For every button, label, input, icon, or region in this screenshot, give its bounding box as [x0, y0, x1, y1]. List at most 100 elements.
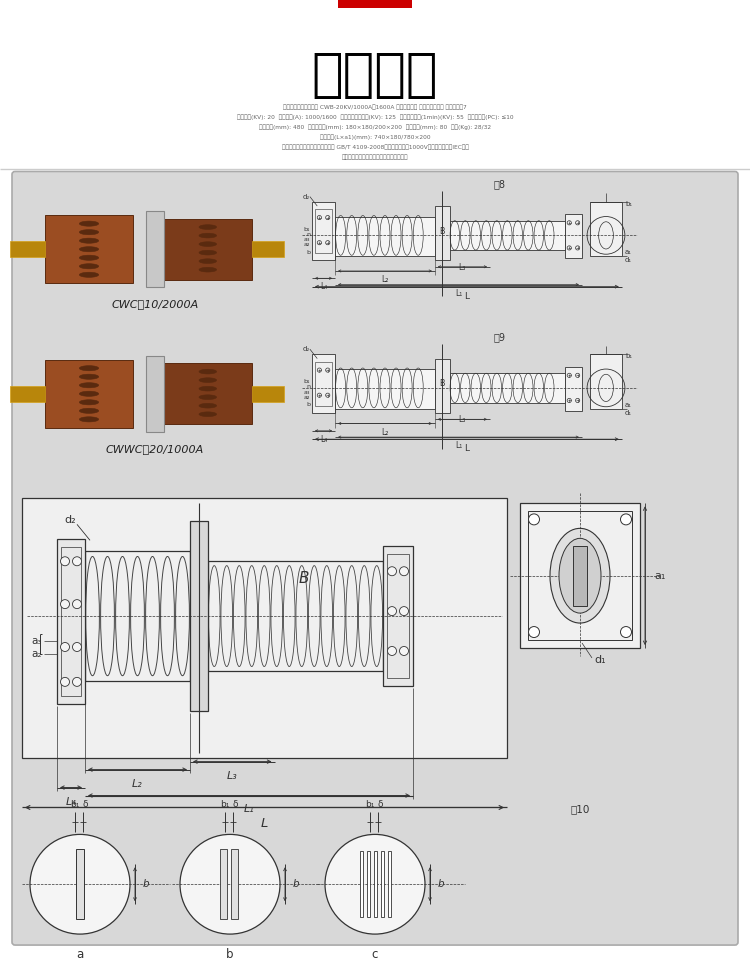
Ellipse shape	[80, 374, 99, 379]
Text: c: c	[372, 948, 378, 961]
Text: d₂: d₂	[303, 346, 310, 352]
Bar	[312, 355, 335, 413]
Bar	[380, 851, 383, 917]
Text: L: L	[261, 817, 268, 830]
FancyBboxPatch shape	[12, 172, 738, 945]
Bar	[387, 554, 409, 678]
Ellipse shape	[80, 272, 99, 278]
Text: CWWC－20/1000A: CWWC－20/1000A	[106, 443, 204, 454]
Text: 其他参数: 其他参数	[312, 49, 438, 101]
Bar	[449, 221, 565, 250]
Ellipse shape	[80, 264, 99, 269]
Text: CWC－10/2000A: CWC－10/2000A	[111, 299, 199, 309]
Text: 及电力行业标准，具体参数参见产品说明书: 及电力行业标准，具体参数参见产品说明书	[342, 154, 408, 160]
Text: L₃: L₃	[226, 770, 238, 781]
Text: 图10: 图10	[570, 805, 590, 815]
Bar	[57, 539, 85, 704]
Bar	[146, 356, 164, 432]
Text: a₃: a₃	[32, 636, 42, 646]
Text: a₁: a₁	[654, 571, 665, 580]
Bar	[374, 851, 376, 917]
Bar	[22, 498, 507, 758]
Circle shape	[400, 567, 409, 576]
Bar	[164, 219, 252, 280]
Text: B: B	[440, 379, 445, 388]
Text: L₂: L₂	[381, 275, 388, 284]
Circle shape	[529, 627, 539, 637]
Text: a₃: a₃	[304, 389, 310, 394]
Ellipse shape	[80, 229, 99, 235]
Text: a₁: a₁	[625, 402, 632, 408]
Circle shape	[529, 514, 539, 524]
Text: B: B	[440, 227, 445, 235]
Bar	[520, 503, 640, 648]
Circle shape	[61, 600, 70, 608]
Circle shape	[388, 606, 397, 616]
Bar	[190, 522, 208, 710]
Text: b: b	[438, 879, 445, 889]
Text: L₁: L₁	[244, 805, 254, 815]
Bar	[146, 211, 164, 287]
Bar	[367, 851, 370, 917]
Text: b₁: b₁	[304, 227, 310, 231]
Bar	[449, 373, 565, 403]
Circle shape	[325, 835, 425, 934]
Ellipse shape	[199, 267, 217, 272]
Circle shape	[180, 835, 280, 934]
Text: a₂: a₂	[304, 395, 310, 400]
Bar	[61, 548, 81, 696]
Text: n: n	[306, 231, 310, 237]
Bar	[220, 849, 227, 919]
Circle shape	[61, 678, 70, 686]
Circle shape	[620, 627, 632, 637]
Bar	[565, 367, 582, 411]
Bar	[45, 360, 133, 428]
Ellipse shape	[199, 378, 217, 383]
Text: b: b	[306, 250, 310, 254]
Bar	[335, 217, 435, 256]
Circle shape	[30, 835, 130, 934]
Bar	[388, 851, 391, 917]
Ellipse shape	[199, 258, 217, 263]
Text: L: L	[464, 444, 470, 453]
Ellipse shape	[550, 528, 610, 623]
Text: b₁: b₁	[70, 800, 80, 810]
Text: L₄: L₄	[66, 796, 76, 807]
Text: L₄: L₄	[320, 435, 327, 444]
Bar	[252, 241, 284, 257]
Bar	[338, 0, 412, 8]
Circle shape	[73, 678, 82, 686]
Ellipse shape	[80, 383, 99, 388]
Bar	[435, 206, 449, 260]
Bar	[315, 362, 332, 406]
Bar	[312, 201, 335, 260]
Circle shape	[400, 606, 409, 616]
Text: 外形尺寸(L×a1)(mm): 740×180/780×200: 外形尺寸(L×a1)(mm): 740×180/780×200	[320, 135, 430, 141]
Text: 额定电压(KV): 20  额定电流(A): 1000/1600  雷电冲击耐受电压(KV): 125  工频耐受电压(1min)(KV): 55  局部放电量: 额定电压(KV): 20 额定电流(A): 1000/1600 雷电冲击耐受电压…	[237, 115, 513, 120]
Ellipse shape	[559, 538, 601, 613]
Text: d₂: d₂	[303, 194, 310, 200]
Ellipse shape	[80, 247, 99, 252]
Text: δ: δ	[377, 800, 382, 810]
Text: b: b	[226, 948, 234, 961]
Bar	[383, 547, 413, 685]
Text: a₂: a₂	[304, 242, 310, 248]
Bar	[45, 215, 133, 283]
Bar	[590, 355, 622, 409]
Text: a₁: a₁	[625, 249, 632, 255]
Circle shape	[73, 557, 82, 566]
Text: d₁: d₁	[594, 655, 606, 665]
Text: 图8: 图8	[494, 179, 506, 190]
Ellipse shape	[199, 387, 217, 391]
Text: L₂: L₂	[132, 779, 142, 789]
Text: d₁: d₁	[625, 410, 632, 416]
Ellipse shape	[80, 255, 99, 260]
Ellipse shape	[80, 391, 99, 396]
Text: a₃: a₃	[304, 237, 310, 242]
Ellipse shape	[199, 225, 217, 229]
Circle shape	[61, 642, 70, 652]
Text: L₃: L₃	[459, 415, 466, 424]
Circle shape	[400, 647, 409, 656]
Circle shape	[388, 567, 397, 576]
Text: b₁: b₁	[365, 800, 375, 810]
